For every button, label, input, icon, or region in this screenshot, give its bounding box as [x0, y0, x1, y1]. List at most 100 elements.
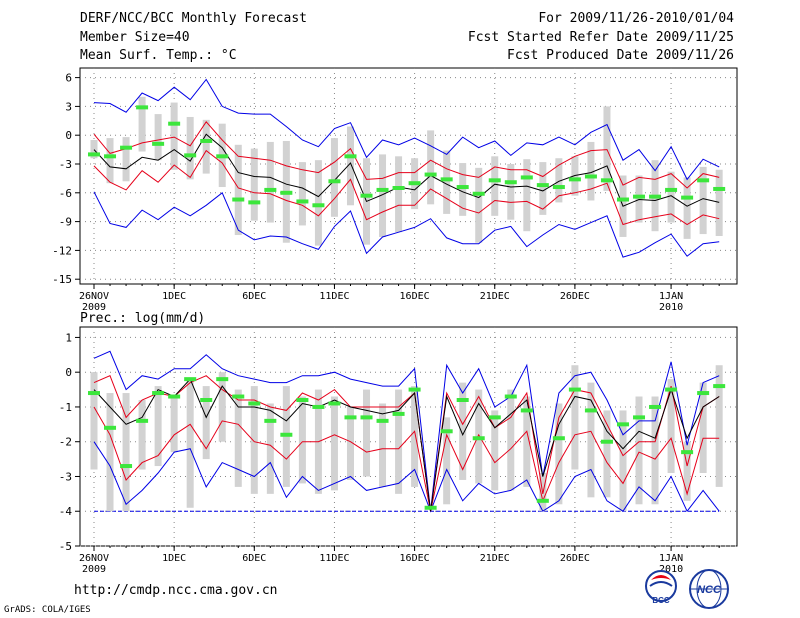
- ensemble-range-bar: [266, 141, 274, 223]
- observed-marker: [600, 178, 613, 183]
- observed-marker: [200, 138, 213, 143]
- start-date-label: Fcst Started Refer Date 2009/11/25: [467, 30, 734, 45]
- observed-marker: [136, 105, 149, 110]
- observed-marker: [488, 178, 501, 183]
- ncc-logo-text: NCC: [697, 584, 722, 596]
- observed-marker: [520, 175, 533, 180]
- source-url: http://cmdp.ncc.cma.gov.cn: [74, 583, 278, 598]
- ensemble-range-bar: [314, 160, 322, 246]
- ensemble-range-bar: [138, 400, 146, 470]
- observed-marker: [360, 193, 373, 198]
- lower-spread-line: [93, 406, 720, 512]
- observed-marker: [264, 418, 277, 423]
- ensemble-range-bar: [587, 382, 595, 498]
- observed-marker: [665, 387, 678, 392]
- ensemble-range-bar: [603, 106, 611, 191]
- x-tick-label: 1JAN: [659, 553, 683, 564]
- observed-marker: [216, 154, 229, 159]
- observed-marker: [408, 181, 421, 186]
- ensemble-range-bar: [523, 396, 531, 487]
- observed-marker: [392, 186, 405, 190]
- ensemble-range-bar: [699, 166, 707, 235]
- y-tick-label: -12: [52, 244, 72, 257]
- ensemble-range-bar: [507, 389, 515, 491]
- observed-marker: [584, 174, 597, 179]
- x-tick-label: 21DEC: [480, 553, 510, 564]
- ensemble-range-bar: [330, 138, 338, 217]
- x-tick-label: 21DEC: [480, 291, 510, 302]
- ensemble-range-bar: [475, 167, 483, 243]
- chart-title: DERF/NCC/BCC Monthly Forecast: [80, 11, 307, 26]
- observed-marker: [536, 498, 549, 503]
- y-tick-label: 6: [65, 72, 72, 85]
- observed-marker: [713, 384, 726, 389]
- observed-marker: [456, 185, 469, 190]
- observed-marker: [152, 391, 165, 396]
- ensemble-range-bar: [250, 148, 258, 221]
- observed-marker: [168, 394, 181, 399]
- observed-marker: [376, 418, 389, 423]
- observed-marker: [264, 187, 277, 192]
- ensemble-range-bar: [186, 379, 194, 508]
- ensemble-range-bar: [138, 96, 146, 152]
- observed-marker: [681, 195, 694, 200]
- observed-marker: [568, 177, 581, 182]
- observed-marker: [200, 398, 213, 402]
- observed-marker: [584, 408, 597, 413]
- grads-credit: GrADS: COLA/IGES: [4, 605, 91, 615]
- x-tick-label: 11DEC: [319, 291, 349, 302]
- observed-marker: [152, 141, 165, 146]
- observed-marker: [376, 187, 389, 192]
- observed-marker: [504, 394, 517, 399]
- ensemble-range-bar: [346, 406, 354, 480]
- ensemble-range-bar: [683, 177, 691, 239]
- observed-marker: [248, 401, 261, 406]
- x-tick-label: 1DEC: [162, 291, 186, 302]
- ensemble-range-bar: [170, 396, 178, 453]
- observed-marker: [472, 436, 485, 441]
- y-tick-label: -15: [52, 273, 72, 286]
- ensemble-range-bar: [619, 410, 627, 512]
- ensemble-range-bar: [395, 389, 403, 494]
- produced-date-label: Fcst Produced Date 2009/11/26: [507, 48, 734, 63]
- ensemble-range-bar: [298, 396, 306, 484]
- ensemble-range-bar: [603, 410, 611, 498]
- y-tick-label: -5: [59, 540, 72, 553]
- ensemble-range-bar: [202, 119, 210, 174]
- ensemble-range-bar: [683, 441, 691, 501]
- upper-spread-line: [93, 120, 720, 189]
- ensemble-range-bar: [186, 116, 194, 180]
- y-tick-label: 3: [65, 100, 72, 113]
- ensemble-range-bar: [379, 154, 387, 237]
- y-tick-label: -6: [59, 187, 72, 200]
- ensemble-range-bar: [427, 130, 435, 205]
- observed-marker: [232, 197, 245, 202]
- ensemble-range-bar: [667, 171, 675, 223]
- observed-marker: [681, 450, 694, 455]
- observed-marker: [713, 186, 726, 191]
- x-tick-label: 16DEC: [400, 553, 430, 564]
- x-tick-label: 11DEC: [319, 553, 349, 564]
- observed-marker: [184, 153, 197, 158]
- observed-marker: [552, 436, 565, 441]
- ensemble-range-bar: [651, 396, 659, 505]
- x-tick-label: 26DEC: [560, 291, 590, 302]
- ensemble-range-bar: [346, 126, 354, 206]
- observed-marker: [184, 377, 197, 382]
- observed-marker: [520, 408, 533, 413]
- ensemble-range-bar: [459, 163, 467, 216]
- observed-marker: [504, 180, 517, 185]
- ensemble-range-bar: [170, 102, 178, 170]
- ensemble-range-bar: [122, 393, 130, 512]
- observed-marker: [440, 177, 453, 182]
- ensemble-range-bar: [106, 138, 114, 184]
- ensemble-range-bar: [106, 393, 114, 512]
- ensemble-range-bar: [635, 396, 643, 505]
- observed-marker: [120, 145, 133, 150]
- observed-marker: [88, 152, 100, 157]
- observed-marker: [649, 404, 662, 409]
- observed-marker: [296, 398, 309, 402]
- x-tick-year-label: 2009: [82, 302, 106, 313]
